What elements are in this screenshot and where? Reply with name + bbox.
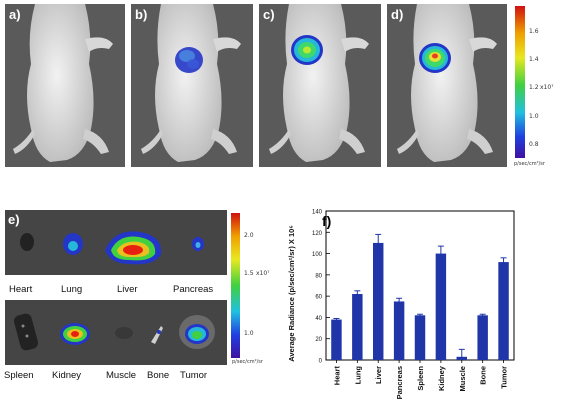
colorbar-top-tick-1: 1.4 [529,56,539,63]
x-tick-label: Liver [374,366,383,384]
organ-label-lung: Lung [61,284,83,295]
organ-images-row1 [20,231,204,265]
bar-muscle [456,356,467,360]
mouse-image-b [141,4,241,162]
x-tick-label: Kidney [437,365,446,391]
colorbar-e-unit: p/sec/cm²/sr [232,359,263,365]
panel-e-label: e) [8,212,20,227]
y-tick-label: 0 [319,359,323,365]
organ-label-tumor: Tumor [180,370,208,381]
y-tick-label: 80 [315,273,322,279]
colorbar-top-tick-0: 1.6 [529,28,539,35]
organ-label-pancreas: Pancreas [173,284,214,295]
organ-label-kidney: Kidney [52,370,82,381]
organ-label-heart: Heart [9,284,33,295]
organ-label-bone: Bone [147,370,170,381]
mouse-image-c [269,4,369,162]
panel-a: a) [5,4,125,167]
colorbar-top-unit: p/sec/cm²/sr [514,161,545,167]
bar-kidney [435,253,447,360]
panel-d-label: d) [391,7,404,22]
colorbar-e [231,213,240,358]
y-tick-label: 100 [312,252,323,258]
panel-f-label: f) [322,213,332,229]
panel-b: b) [131,4,253,167]
bar-liver [373,242,384,360]
panel-d: d) [387,4,507,167]
colorbar-e-exponent: x10⁷ [256,270,270,277]
bar-spleen [414,315,426,360]
organ-label-liver: Liver [117,284,138,295]
y-tick-label: 20 [315,337,322,343]
x-tick-label: Spleen [416,366,425,391]
panel-e-row2 [5,300,227,365]
y-tick-label: 120 [312,231,323,237]
colorbar-top-exponent: x10⁷ [540,84,554,91]
panel-e-row1: e) [5,210,227,275]
panel-c-label: c) [263,7,275,22]
bar-heart [331,319,342,360]
panel-b-label: b) [135,7,148,22]
bar-pancreas [393,301,405,360]
bar-tumor [498,262,509,360]
colorbar-top [515,6,525,158]
panel-c: c) [259,4,381,167]
colorbar-top-tick-3: 1.0 [529,113,539,120]
x-tick-label: Lung [353,366,362,385]
colorbar-e-tick-2: 1.0 [244,330,254,337]
colorbar-top-tick-2: 1.2 [529,84,539,91]
plot-frame [325,210,515,361]
mouse-image-a [13,4,113,162]
organ-images-row2 [13,313,215,351]
x-tick-label: Bone [479,366,488,385]
y-axis-label: Average Radiance (p/sec/cm²/sr) X 10⁶ [287,225,296,362]
bar-lung [352,294,363,360]
x-tick-label: Heart [332,366,341,386]
organ-label-spleen: Spleen [4,370,34,381]
x-tick-label: Muscle [458,366,467,391]
mouse-image-d [397,4,497,162]
y-tick-label: 60 [315,295,322,301]
x-tick-label: Pancreas [395,366,404,399]
x-tick-label: Tumor [500,366,509,389]
colorbar-e-tick-1: 1.5 [244,270,254,277]
organ-label-muscle: Muscle [106,370,137,381]
bar-bone [477,315,488,360]
colorbar-e-tick-0: 2.0 [244,232,254,239]
y-tick-label: 40 [315,316,322,322]
colorbar-top-tick-4: 0.8 [529,141,539,148]
panel-a-label: a) [9,7,21,22]
